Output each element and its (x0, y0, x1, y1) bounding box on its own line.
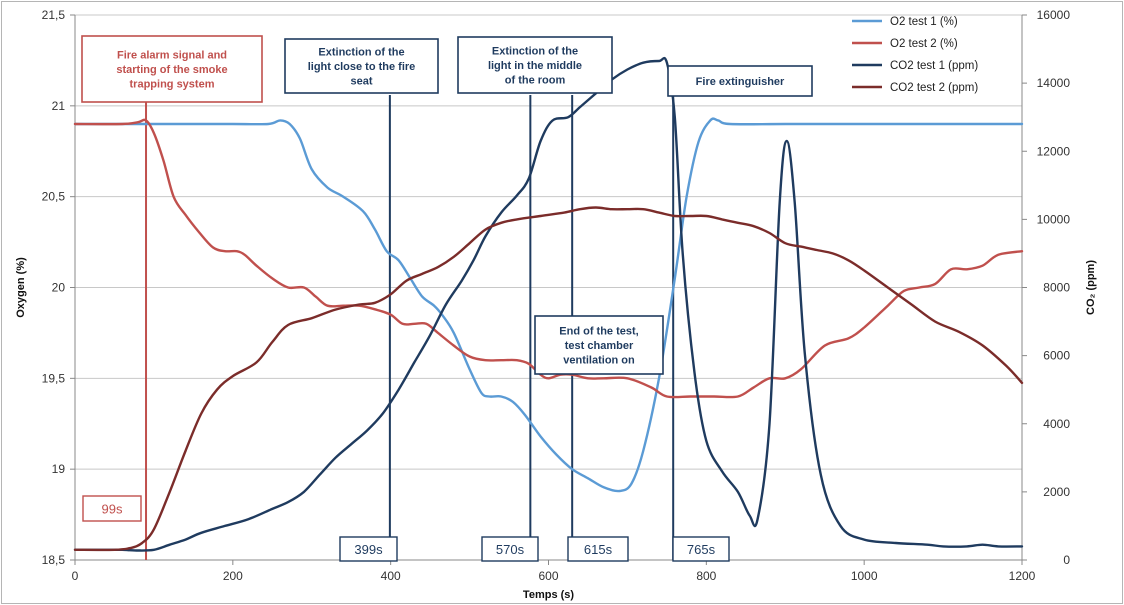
x-tick-label: 800 (696, 569, 716, 583)
x-tick-label: 600 (538, 569, 558, 583)
annotation-text: trapping system (130, 79, 215, 91)
x-tick-label: 400 (381, 569, 401, 583)
annotation-text: light close to the fire (308, 61, 416, 73)
annotation-text: Fire alarm signal and (117, 50, 227, 62)
time-label-text: 99s (102, 502, 123, 517)
annotation-text: seat (350, 76, 372, 88)
x-axis-title: Temps (s) (523, 589, 574, 601)
y-axis-left-title: Oxygen (%) (15, 257, 27, 318)
annotation-box-2 (284, 38, 439, 94)
annotation-box-4 (667, 65, 813, 97)
annotation-box-1 (81, 35, 263, 103)
series-line-4 (73, 206, 1024, 552)
y-left-tick-label: 19 (52, 462, 66, 476)
annotation-text: ventilation on (563, 355, 635, 367)
x-tick-label: 0 (72, 569, 79, 583)
time-label-text: 399s (354, 542, 383, 557)
y-left-tick-label: 20,5 (42, 190, 66, 204)
y-left-tick-label: 19,5 (42, 371, 66, 385)
y-right-tick-label: 6000 (1043, 349, 1070, 363)
annotation-text: light in the middle (488, 60, 582, 72)
time-label-text: 570s (496, 542, 525, 557)
x-tick-label: 200 (223, 569, 243, 583)
time-label-text: 615s (584, 542, 613, 557)
y-left-tick-label: 21 (52, 99, 66, 113)
y-right-tick-label: 16000 (1037, 8, 1071, 22)
legend-label: O2 test 2 (%) (890, 38, 958, 50)
time-label-box-2 (339, 536, 398, 562)
x-tick-label: 1000 (851, 569, 878, 583)
y-axis-right-title: CO₂ (ppm) (1085, 260, 1097, 315)
annotation-box-3 (457, 36, 613, 94)
annotation-text: Fire extinguisher (696, 76, 785, 88)
y-left-tick-label: 18,5 (42, 553, 66, 567)
legend-label: CO2 test 2 (ppm) (890, 82, 978, 94)
y-right-tick-label: 2000 (1043, 485, 1070, 499)
time-label-box-1 (82, 495, 142, 522)
y-right-tick-label: 4000 (1043, 417, 1070, 431)
time-label-text: 765s (687, 542, 716, 557)
y-right-tick-label: 10000 (1037, 212, 1071, 226)
annotation-text: End of the test, (559, 326, 638, 338)
legend-label: O2 test 1 (%) (890, 16, 958, 28)
annotation-text: test chamber (565, 340, 634, 352)
series-line-3 (73, 56, 1024, 552)
x-tick-label: 1200 (1009, 569, 1036, 583)
annotation-text: of the room (505, 75, 566, 87)
time-label-box-3 (481, 536, 539, 562)
y-right-tick-label: 8000 (1043, 281, 1070, 295)
legend-label: CO2 test 1 (ppm) (890, 60, 978, 72)
series-line-2 (73, 118, 1024, 399)
y-left-tick-label: 21,5 (42, 8, 66, 22)
annotation-text: Extinction of the (318, 47, 404, 59)
y-right-tick-label: 12000 (1037, 144, 1071, 158)
y-right-tick-label: 14000 (1037, 76, 1071, 90)
y-left-tick-label: 20 (52, 281, 66, 295)
time-label-box-5 (672, 536, 730, 562)
annotation-text: starting of the smoke (116, 64, 227, 76)
y-right-tick-label: 0 (1063, 553, 1070, 567)
annotation-box-5 (534, 315, 664, 375)
annotation-text: Extinction of the (492, 46, 578, 58)
series-line-1 (73, 117, 1024, 493)
time-label-box-4 (567, 536, 629, 562)
